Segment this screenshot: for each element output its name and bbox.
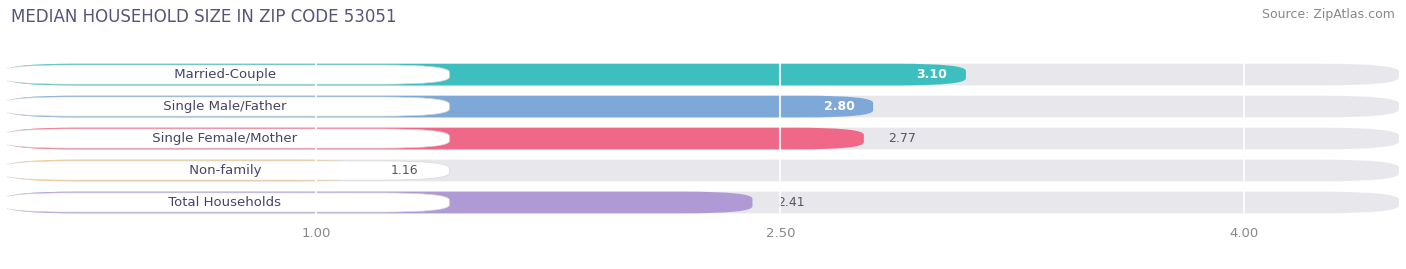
FancyBboxPatch shape <box>7 128 1399 149</box>
FancyBboxPatch shape <box>1 65 450 84</box>
Text: Total Households: Total Households <box>165 196 285 209</box>
Text: 2.80: 2.80 <box>824 100 855 113</box>
Text: Non-family: Non-family <box>184 164 266 177</box>
Text: Source: ZipAtlas.com: Source: ZipAtlas.com <box>1261 8 1395 21</box>
Text: MEDIAN HOUSEHOLD SIZE IN ZIP CODE 53051: MEDIAN HOUSEHOLD SIZE IN ZIP CODE 53051 <box>11 8 396 26</box>
FancyBboxPatch shape <box>7 192 752 213</box>
FancyBboxPatch shape <box>7 128 863 149</box>
FancyBboxPatch shape <box>1 193 450 212</box>
FancyBboxPatch shape <box>7 192 1399 213</box>
FancyBboxPatch shape <box>7 160 1399 181</box>
Text: Single Male/Father: Single Male/Father <box>159 100 291 113</box>
Text: Married-Couple: Married-Couple <box>170 68 280 81</box>
FancyBboxPatch shape <box>7 64 966 86</box>
FancyBboxPatch shape <box>7 96 873 118</box>
FancyBboxPatch shape <box>1 97 450 116</box>
Text: Single Female/Mother: Single Female/Mother <box>149 132 302 145</box>
FancyBboxPatch shape <box>1 129 450 148</box>
Text: 2.41: 2.41 <box>778 196 804 209</box>
FancyBboxPatch shape <box>7 160 366 181</box>
Text: 3.10: 3.10 <box>917 68 948 81</box>
Text: 2.77: 2.77 <box>889 132 917 145</box>
FancyBboxPatch shape <box>7 96 1399 118</box>
Text: 1.16: 1.16 <box>391 164 418 177</box>
FancyBboxPatch shape <box>7 64 1399 86</box>
FancyBboxPatch shape <box>1 161 450 180</box>
